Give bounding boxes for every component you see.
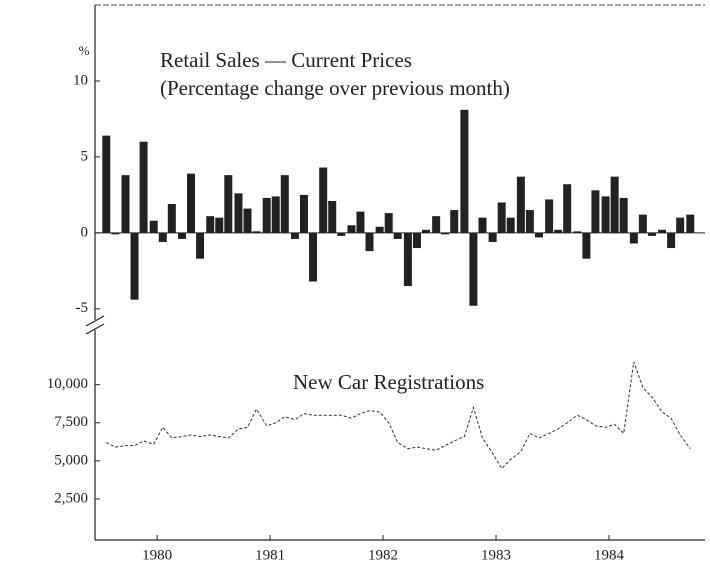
- bar: [215, 217, 224, 233]
- y-tick-label: -5: [76, 300, 89, 316]
- chart-title: Retail Sales — Current Prices: [160, 48, 412, 72]
- bar: [591, 190, 600, 233]
- axis-break: [85, 323, 105, 335]
- bar: [299, 194, 308, 233]
- bar: [525, 210, 534, 233]
- bar: [469, 232, 478, 306]
- bar: [506, 217, 515, 233]
- bar: [347, 225, 356, 233]
- chart-title: New Car Registrations: [293, 370, 484, 394]
- bar: [224, 175, 233, 233]
- bar: [545, 199, 554, 233]
- bar: [516, 176, 525, 233]
- bar: [271, 196, 280, 233]
- bar: [450, 210, 459, 233]
- bar: [610, 176, 619, 233]
- x-tick-label: 1982: [368, 547, 398, 563]
- bar: [384, 213, 393, 233]
- bar: [252, 231, 261, 233]
- bar: [280, 175, 289, 233]
- bar: [497, 202, 506, 233]
- axis-break: [85, 315, 105, 327]
- bar: [290, 232, 299, 239]
- bar: [319, 167, 328, 233]
- x-tick-label: 1983: [481, 547, 511, 563]
- bar: [403, 232, 412, 287]
- bar: [393, 232, 402, 239]
- bar: [309, 232, 318, 282]
- bar: [412, 232, 421, 249]
- bar: [432, 216, 441, 233]
- bar: [177, 232, 186, 239]
- bar: [658, 229, 667, 233]
- bar: [121, 175, 130, 233]
- bar: [234, 193, 243, 233]
- bar: [356, 211, 365, 233]
- bar: [686, 214, 695, 233]
- bar: [647, 232, 656, 236]
- bar: [149, 220, 158, 233]
- y-tick-label: 0: [81, 224, 89, 240]
- bar: [158, 232, 167, 242]
- bar: [421, 229, 430, 233]
- bar: [601, 196, 610, 233]
- bar: [441, 232, 450, 235]
- bar: [534, 232, 543, 238]
- bar: [478, 217, 487, 233]
- bar: [187, 173, 196, 233]
- y-tick-label: 2,500: [54, 490, 88, 506]
- bar: [130, 232, 139, 300]
- bar: [111, 232, 120, 235]
- y-tick-label: 5,000: [54, 452, 88, 468]
- bar: [375, 226, 384, 233]
- bar: [488, 232, 497, 242]
- bar: [563, 184, 572, 233]
- bar: [582, 232, 591, 259]
- bar: [243, 208, 252, 233]
- bar: [573, 231, 582, 233]
- bar: [667, 232, 676, 249]
- bar: [638, 214, 647, 233]
- bar: [167, 203, 176, 233]
- bar: [139, 141, 148, 233]
- bar: [328, 200, 337, 233]
- bar: [619, 197, 628, 233]
- x-tick-label: 1984: [594, 547, 625, 563]
- bar: [337, 232, 346, 236]
- line: [106, 361, 691, 470]
- y-tick-label: 7,500: [54, 414, 88, 430]
- x-tick-label: 1981: [255, 547, 285, 563]
- y-tick-label: 5: [81, 148, 89, 164]
- bar: [554, 229, 563, 233]
- y-tick-label: 10: [73, 72, 88, 88]
- y-tick-label: 10,000: [47, 376, 88, 392]
- bar: [365, 232, 374, 252]
- chart-subtitle: (Percentage change over previous month): [160, 76, 510, 100]
- bar: [629, 232, 638, 244]
- bar: [676, 217, 685, 233]
- y-axis-label: %: [79, 43, 90, 58]
- bar: [196, 232, 205, 259]
- bar: [262, 197, 271, 233]
- bar: [460, 109, 469, 233]
- x-tick-label: 1980: [142, 547, 172, 563]
- bar: [102, 135, 111, 233]
- bar: [206, 216, 215, 233]
